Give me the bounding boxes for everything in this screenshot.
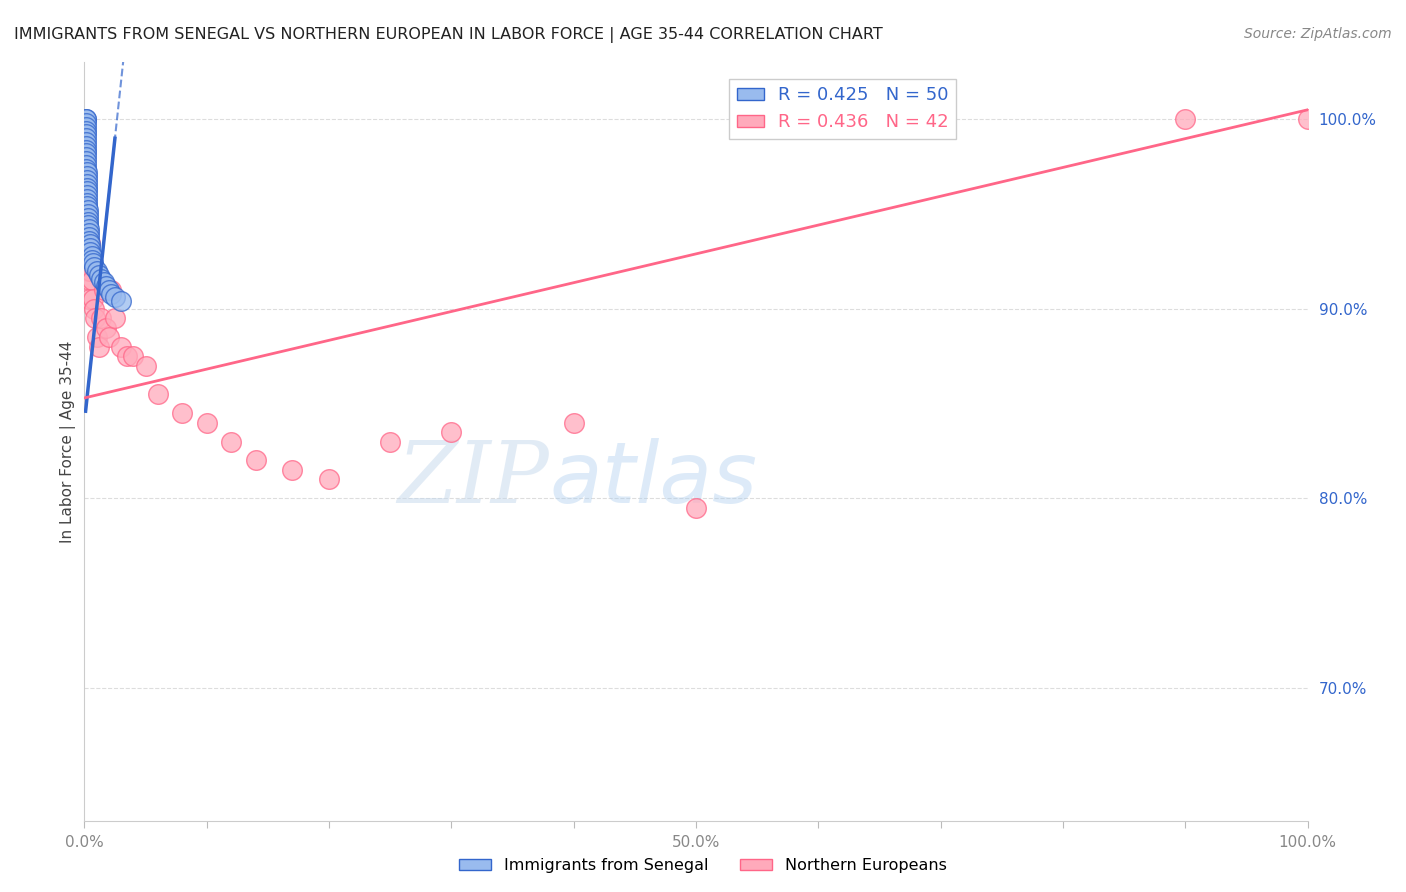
Point [80, 252, 103, 267]
Point [77, 215, 100, 229]
Point [76, 180, 98, 194]
Point [77, 207, 100, 221]
Point [86, 264, 108, 278]
Point [75, 154, 97, 169]
Point [76, 200, 98, 214]
Point [75, 120, 97, 134]
Point [82, 293, 104, 307]
Point [83, 301, 105, 316]
Point [76, 177, 98, 191]
Point [75, 128, 97, 142]
Point [77, 219, 100, 233]
Point [77, 222, 100, 236]
Point [76, 195, 98, 210]
Point [77, 244, 100, 259]
Point [97, 330, 120, 344]
Point [77, 211, 100, 225]
Point [75, 207, 97, 221]
Point [1296, 112, 1319, 127]
Point [79, 237, 101, 252]
Point [75, 146, 97, 161]
Point [79, 241, 101, 255]
Point [75, 135, 97, 149]
Point [76, 173, 98, 187]
Point [84, 311, 107, 326]
Point [318, 473, 340, 487]
Point [90, 311, 112, 326]
Point [75, 131, 97, 145]
Point [90, 271, 112, 285]
Point [75, 158, 97, 172]
Legend: R = 0.425   N = 50, R = 0.436   N = 42: R = 0.425 N = 50, R = 0.436 N = 42 [730, 79, 956, 138]
Text: atlas: atlas [550, 438, 758, 521]
Point [77, 203, 100, 218]
Point [75, 124, 97, 138]
Point [77, 264, 100, 278]
Point [76, 188, 98, 202]
Point [93, 283, 115, 297]
Point [76, 217, 98, 231]
Point [122, 349, 145, 363]
Point [77, 273, 100, 287]
Point [115, 349, 138, 363]
Point [75, 116, 97, 130]
Point [87, 268, 110, 282]
Point [83, 260, 105, 275]
Point [75, 161, 97, 176]
Point [77, 230, 100, 244]
Point [77, 226, 100, 240]
Point [281, 463, 304, 477]
Point [77, 234, 100, 248]
Point [76, 165, 98, 179]
Point [79, 264, 101, 278]
Point [76, 169, 98, 184]
Point [75, 143, 97, 157]
Point [219, 434, 242, 449]
Point [80, 273, 103, 287]
Point [77, 293, 100, 307]
Point [75, 188, 97, 202]
Point [75, 112, 97, 127]
Point [146, 387, 169, 401]
Point [86, 330, 108, 344]
Point [79, 235, 101, 250]
Point [80, 249, 103, 263]
Point [100, 283, 122, 297]
Y-axis label: In Labor Force | Age 35-44: In Labor Force | Age 35-44 [60, 341, 76, 542]
Point [245, 453, 267, 467]
Point [195, 416, 218, 430]
Point [440, 425, 463, 439]
Point [1174, 112, 1197, 127]
Point [76, 235, 98, 250]
Text: ZIP: ZIP [398, 438, 550, 521]
Point [104, 291, 127, 305]
Point [96, 320, 118, 334]
Point [93, 275, 115, 289]
Point [380, 434, 402, 449]
Point [110, 294, 132, 309]
Point [75, 112, 97, 127]
Point [96, 279, 118, 293]
Point [75, 139, 97, 153]
Point [562, 416, 585, 430]
Point [82, 256, 104, 270]
Legend: Immigrants from Senegal, Northern Europeans: Immigrants from Senegal, Northern Europe… [453, 852, 953, 880]
Point [87, 340, 110, 354]
Text: IMMIGRANTS FROM SENEGAL VS NORTHERN EUROPEAN IN LABOR FORCE | AGE 35-44 CORRELAT: IMMIGRANTS FROM SENEGAL VS NORTHERN EURO… [14, 27, 883, 43]
Point [76, 185, 98, 199]
Point [110, 340, 132, 354]
Point [97, 283, 120, 297]
Point [77, 226, 100, 240]
Point [685, 500, 707, 515]
Point [75, 169, 97, 184]
Point [172, 406, 194, 420]
Point [79, 244, 101, 259]
Point [100, 286, 122, 301]
Point [75, 150, 97, 164]
Point [76, 254, 98, 268]
Text: Source: ZipAtlas.com: Source: ZipAtlas.com [1244, 27, 1392, 41]
Point [104, 311, 127, 326]
Point [135, 359, 157, 373]
Point [76, 192, 98, 206]
